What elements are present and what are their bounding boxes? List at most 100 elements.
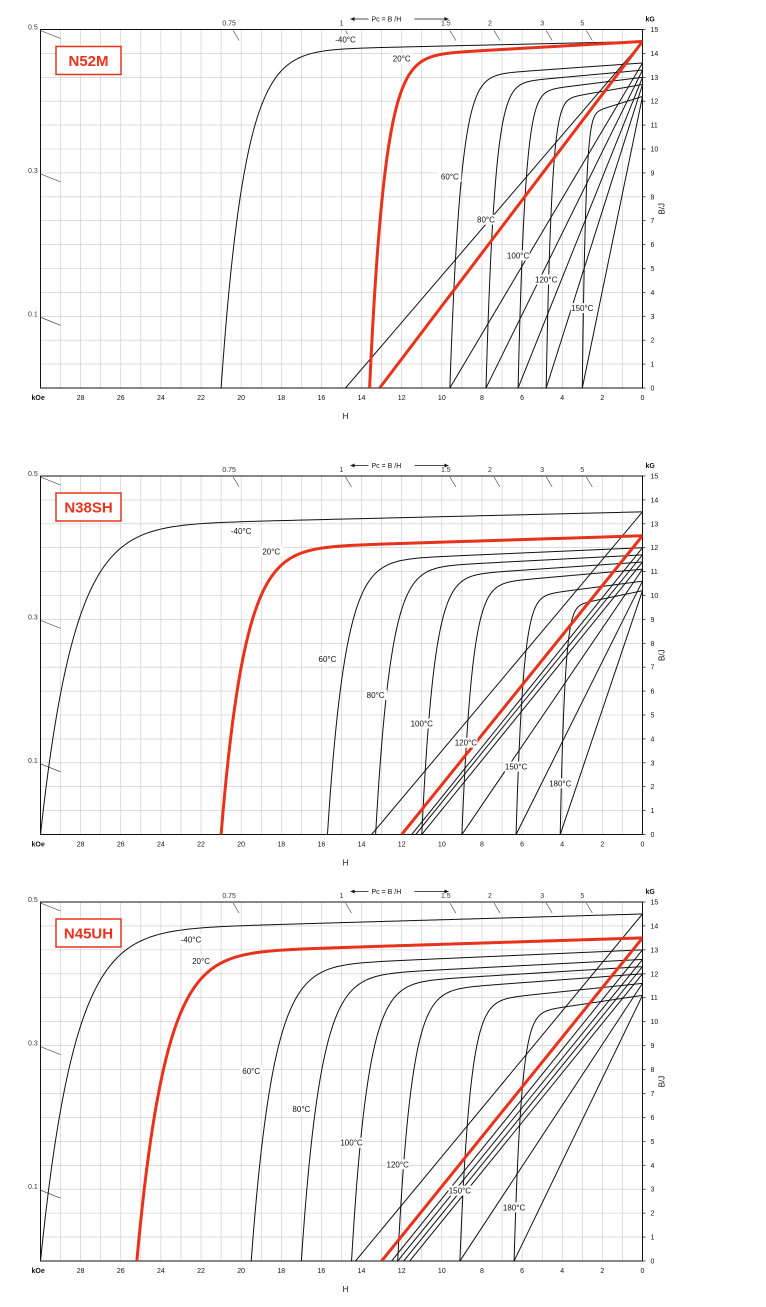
b-curve-180c (559, 590, 643, 835)
temp-label: 120°C (535, 275, 558, 284)
b-curve-20c (400, 534, 643, 835)
temp-label-bg (506, 250, 530, 261)
temp-label: 120°C (387, 1160, 410, 1169)
y-tick-label: 5 (651, 1139, 655, 1146)
b-curve-neg40c (371, 511, 643, 835)
j-curve-120c (397, 973, 643, 1261)
curves (40, 913, 643, 1261)
pc-top-label: 5 (580, 893, 584, 900)
plot-frame (40, 475, 643, 835)
temp-label-group: 150°C (504, 761, 528, 772)
y-tick-label: 8 (651, 194, 655, 201)
pc-top-tick (586, 902, 593, 914)
y-unit: kG (646, 17, 656, 24)
x-tick-label: 4 (560, 1268, 564, 1275)
y-tick-label: 7 (651, 218, 655, 225)
y-tick-label: 8 (651, 641, 655, 648)
j-curve-20c (135, 936, 643, 1261)
grade-label: N38SH (64, 500, 112, 517)
y-tick-label: 6 (651, 1115, 655, 1122)
pc-top-tick (232, 30, 240, 41)
b-curve-20c (378, 40, 643, 388)
chart-n38sh: 28 26 24 22 20 18 16 14 12 10 8 6 4 2 0kOeH01234567891… (28, 463, 667, 868)
grid (40, 29, 643, 388)
pc-arrow-left-head (350, 17, 355, 21)
pc-top-tick (493, 902, 501, 914)
temp-label-group: 120°C (386, 1159, 410, 1170)
pc-arrow-right-head (444, 17, 449, 21)
y-tick-label: 11 (651, 569, 658, 576)
x-tick-label: 2 (600, 395, 604, 402)
pc-left-tick (40, 1046, 61, 1055)
x-axis-title: H (343, 1285, 349, 1294)
temp-label-bg (548, 778, 572, 789)
temp-label-group: 20°C (259, 546, 283, 557)
temp-label: 150°C (571, 304, 594, 313)
j-curve-20c (219, 534, 643, 835)
x-tick-label: 6 (520, 1268, 524, 1275)
temp-label: 80°C (292, 1105, 310, 1114)
j-curve-180c (559, 590, 643, 835)
pc-top-tick (345, 902, 352, 914)
temp-label-group: 120°C (534, 274, 558, 285)
temp-label-bg (570, 303, 594, 314)
x-tick-label: 20 (237, 842, 245, 849)
pc-top-tick (545, 476, 553, 488)
y-tick-label: 9 (651, 617, 655, 624)
pc-top-label: 2 (488, 467, 492, 474)
x-tick-label: 22 (197, 842, 205, 849)
y-tick-label: 2 (651, 1211, 655, 1218)
pc-top-tick (345, 476, 352, 488)
y-tick-label: 2 (651, 338, 655, 345)
b-curve-60c (411, 547, 643, 835)
y-tick-label: 13 (651, 521, 659, 528)
j-curve-neg40c (40, 511, 643, 835)
temp-label-group: 60°C (239, 1065, 263, 1076)
x-tick-label: 8 (480, 1268, 484, 1275)
b-curve-100c (403, 966, 643, 1261)
temp-label-group: 100°C (410, 718, 434, 729)
j-curve-100c (421, 561, 643, 835)
temp-label: 100°C (340, 1139, 363, 1148)
y-tick-label: 2 (651, 784, 655, 791)
y-tick-label: 4 (651, 1163, 655, 1170)
temp-label-group: 180°C (548, 778, 572, 789)
pc-top-label: 1.5 (441, 893, 451, 900)
pc-top-label: 1.5 (441, 21, 451, 28)
pc-top-label: 5 (580, 21, 584, 28)
temp-label: 20°C (262, 547, 280, 556)
pc-left-label: 0.5 (28, 897, 38, 904)
j-curve-150c (515, 580, 643, 835)
b-curve-120c (545, 84, 643, 388)
pc-top-tick (232, 902, 240, 914)
y-tick-label: 9 (651, 170, 655, 177)
y-axis-title: B/J (658, 203, 667, 215)
temp-label-group: 150°C (570, 303, 594, 314)
pc-top-label: 3 (540, 893, 544, 900)
x-tick-label: 0 (641, 1268, 645, 1275)
temp-label: 150°C (449, 1187, 472, 1196)
pc-top-label: 1.5 (441, 467, 451, 474)
temp-label-bg (229, 526, 253, 537)
pc-left-label: 0.3 (28, 1041, 38, 1048)
b-curve-150c (515, 580, 643, 835)
x-tick-label: 14 (358, 842, 366, 849)
pc-left-label: 0.1 (28, 311, 38, 318)
y-tick-label: 6 (651, 242, 655, 249)
y-tick-label: 14 (651, 497, 659, 504)
y-tick-label: 4 (651, 736, 655, 743)
chart-n52m: 28 26 24 22 20 18 16 14 12 10 8 6 4 2 0kOeH01234567891… (28, 17, 667, 422)
b-curve-180c (513, 995, 643, 1261)
x-tick-label: 14 (358, 1268, 366, 1275)
b-curve-20c (380, 936, 643, 1261)
plot-frame (40, 901, 643, 1262)
pc-left-label: 0.3 (28, 614, 38, 621)
temp-label-bg (474, 214, 498, 225)
y-tick-label: 0 (651, 832, 655, 839)
j-curve-80c (375, 554, 643, 835)
x-tick-label: 24 (157, 842, 165, 849)
temp-label: 80°C (477, 216, 495, 225)
x-tick-label: 18 (277, 842, 285, 849)
pc-top-tick (545, 902, 553, 914)
y-tick-label: 5 (651, 713, 655, 720)
